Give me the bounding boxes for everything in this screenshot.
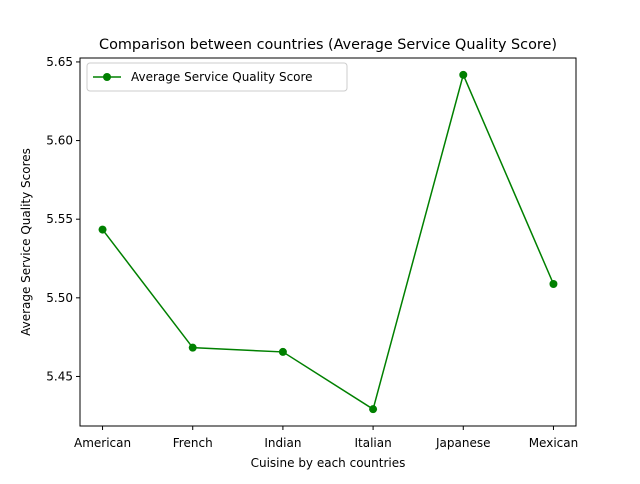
x-axis-ticks: American French Indian Italian Japanese Mexic…	[74, 426, 578, 450]
legend-box	[86, 62, 348, 92]
y-tick-label: 5.45	[46, 369, 73, 383]
data-point-american	[98, 225, 107, 234]
data-point-mexican	[549, 279, 558, 288]
plot-frame	[79, 57, 577, 427]
y-axis-ticks: 5.45 5.50 5.55 5.60 5.65	[46, 55, 80, 383]
y-axis-label: Average Service Quality Scores	[19, 148, 33, 336]
data-point-french	[188, 343, 197, 352]
x-tick-label: Italian	[354, 436, 391, 450]
plot-area	[79, 57, 577, 427]
x-axis-label: Cuisine by each countries	[251, 456, 406, 470]
x-tick-label: Indian	[264, 436, 301, 450]
legend-label: Average Service Quality Score	[131, 70, 313, 84]
data-point-indian	[278, 347, 287, 356]
y-tick-label: 5.60	[46, 134, 73, 148]
legend: Average Service Quality Score	[86, 62, 348, 92]
x-tick-label: French	[173, 436, 213, 450]
legend-marker	[103, 73, 111, 81]
chart-title: Comparison between countries (Average Se…	[99, 37, 557, 53]
x-tick-label: Japanese	[435, 436, 491, 450]
x-tick-label: Mexican	[529, 436, 579, 450]
series-line	[101, 72, 555, 411]
series-layer	[98, 70, 558, 414]
y-tick-label: 5.55	[46, 212, 73, 226]
data-point-italian	[369, 405, 378, 414]
data-point-japanese	[459, 70, 468, 79]
y-tick-label: 5.65	[46, 55, 73, 69]
x-tick-label: American	[74, 436, 131, 450]
y-tick-label: 5.50	[46, 291, 73, 305]
